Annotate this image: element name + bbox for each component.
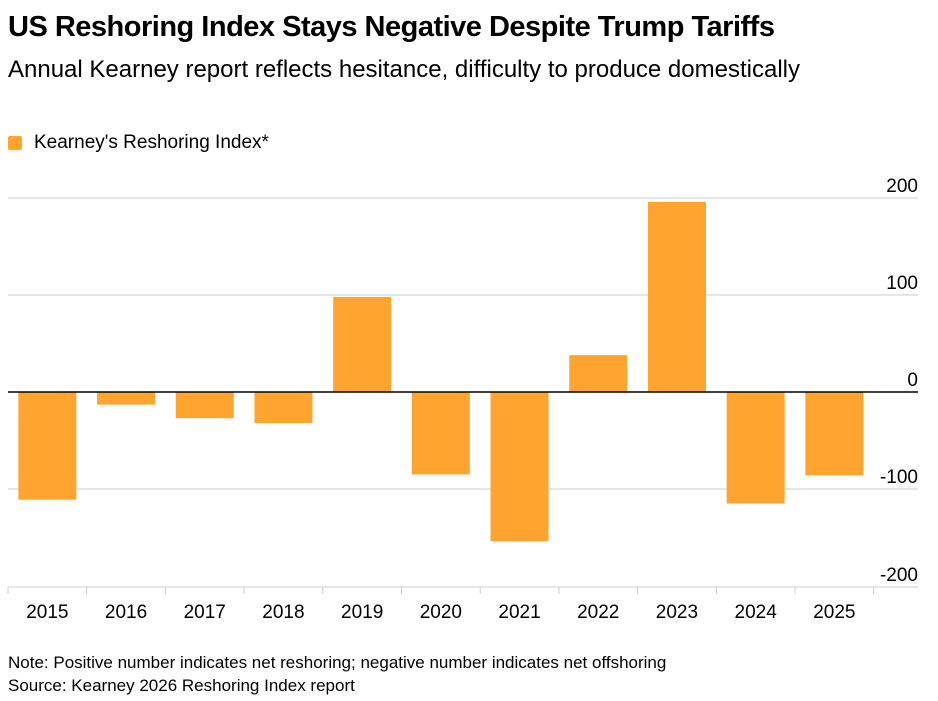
x-tick-label: 2020 <box>420 602 462 623</box>
bar-2021 <box>490 392 549 542</box>
x-tick-label: 2017 <box>184 602 226 623</box>
x-tick-label: 2015 <box>26 602 68 623</box>
bar-2016 <box>97 392 156 405</box>
bar-2019 <box>333 296 392 392</box>
bar-2022 <box>569 355 628 392</box>
y-tick-label: 100 <box>886 273 918 294</box>
x-tick-label: 2021 <box>498 602 540 623</box>
bar-2018 <box>254 392 313 424</box>
y-tick-label: 200 <box>886 176 918 197</box>
bar-2020 <box>411 392 470 475</box>
x-tick-labels: 2015 2016 2017 2018 2019 2020 2021 2022 2023 2024… <box>26 602 855 623</box>
y-tick-label: 0 <box>907 370 918 391</box>
note-text: Note: Positive number indicates net resh… <box>8 653 667 672</box>
legend: Kearney's Reshoring Index* <box>8 131 269 155</box>
chart-subtitle: Annual Kearney report reflects hesitance… <box>8 56 800 83</box>
x-tick-label: 2018 <box>262 602 304 623</box>
legend-label: Kearney's Reshoring Index* <box>34 132 269 153</box>
x-tick-label: 2024 <box>735 602 778 623</box>
bar-2017 <box>175 392 234 419</box>
x-tick-label: 2023 <box>656 602 698 623</box>
y-tick-label: -200 <box>880 565 918 586</box>
bar-2025 <box>805 392 864 476</box>
x-tick-label: 2019 <box>341 602 383 623</box>
bar-2024 <box>726 392 785 504</box>
source-text: Source: Kearney 2026 Reshoring Index rep… <box>8 676 355 695</box>
axes <box>7 391 918 594</box>
bar-chart: 200 100 0 -100 -200 2015 2016 2017 2018 2019 2020… <box>7 176 918 623</box>
legend-swatch <box>8 136 22 150</box>
bars <box>18 201 864 542</box>
x-tick-label: 2022 <box>577 602 619 623</box>
x-tick-label: 2025 <box>813 602 855 623</box>
chart-title: US Reshoring Index Stays Negative Despit… <box>8 11 775 43</box>
y-tick-label: -100 <box>880 467 918 488</box>
y-tick-labels: 200 100 0 -100 -200 <box>880 176 918 586</box>
x-tick-label: 2016 <box>105 602 147 623</box>
bar-2015 <box>18 392 77 500</box>
gridlines <box>8 197 918 588</box>
bar-2023 <box>647 201 706 392</box>
